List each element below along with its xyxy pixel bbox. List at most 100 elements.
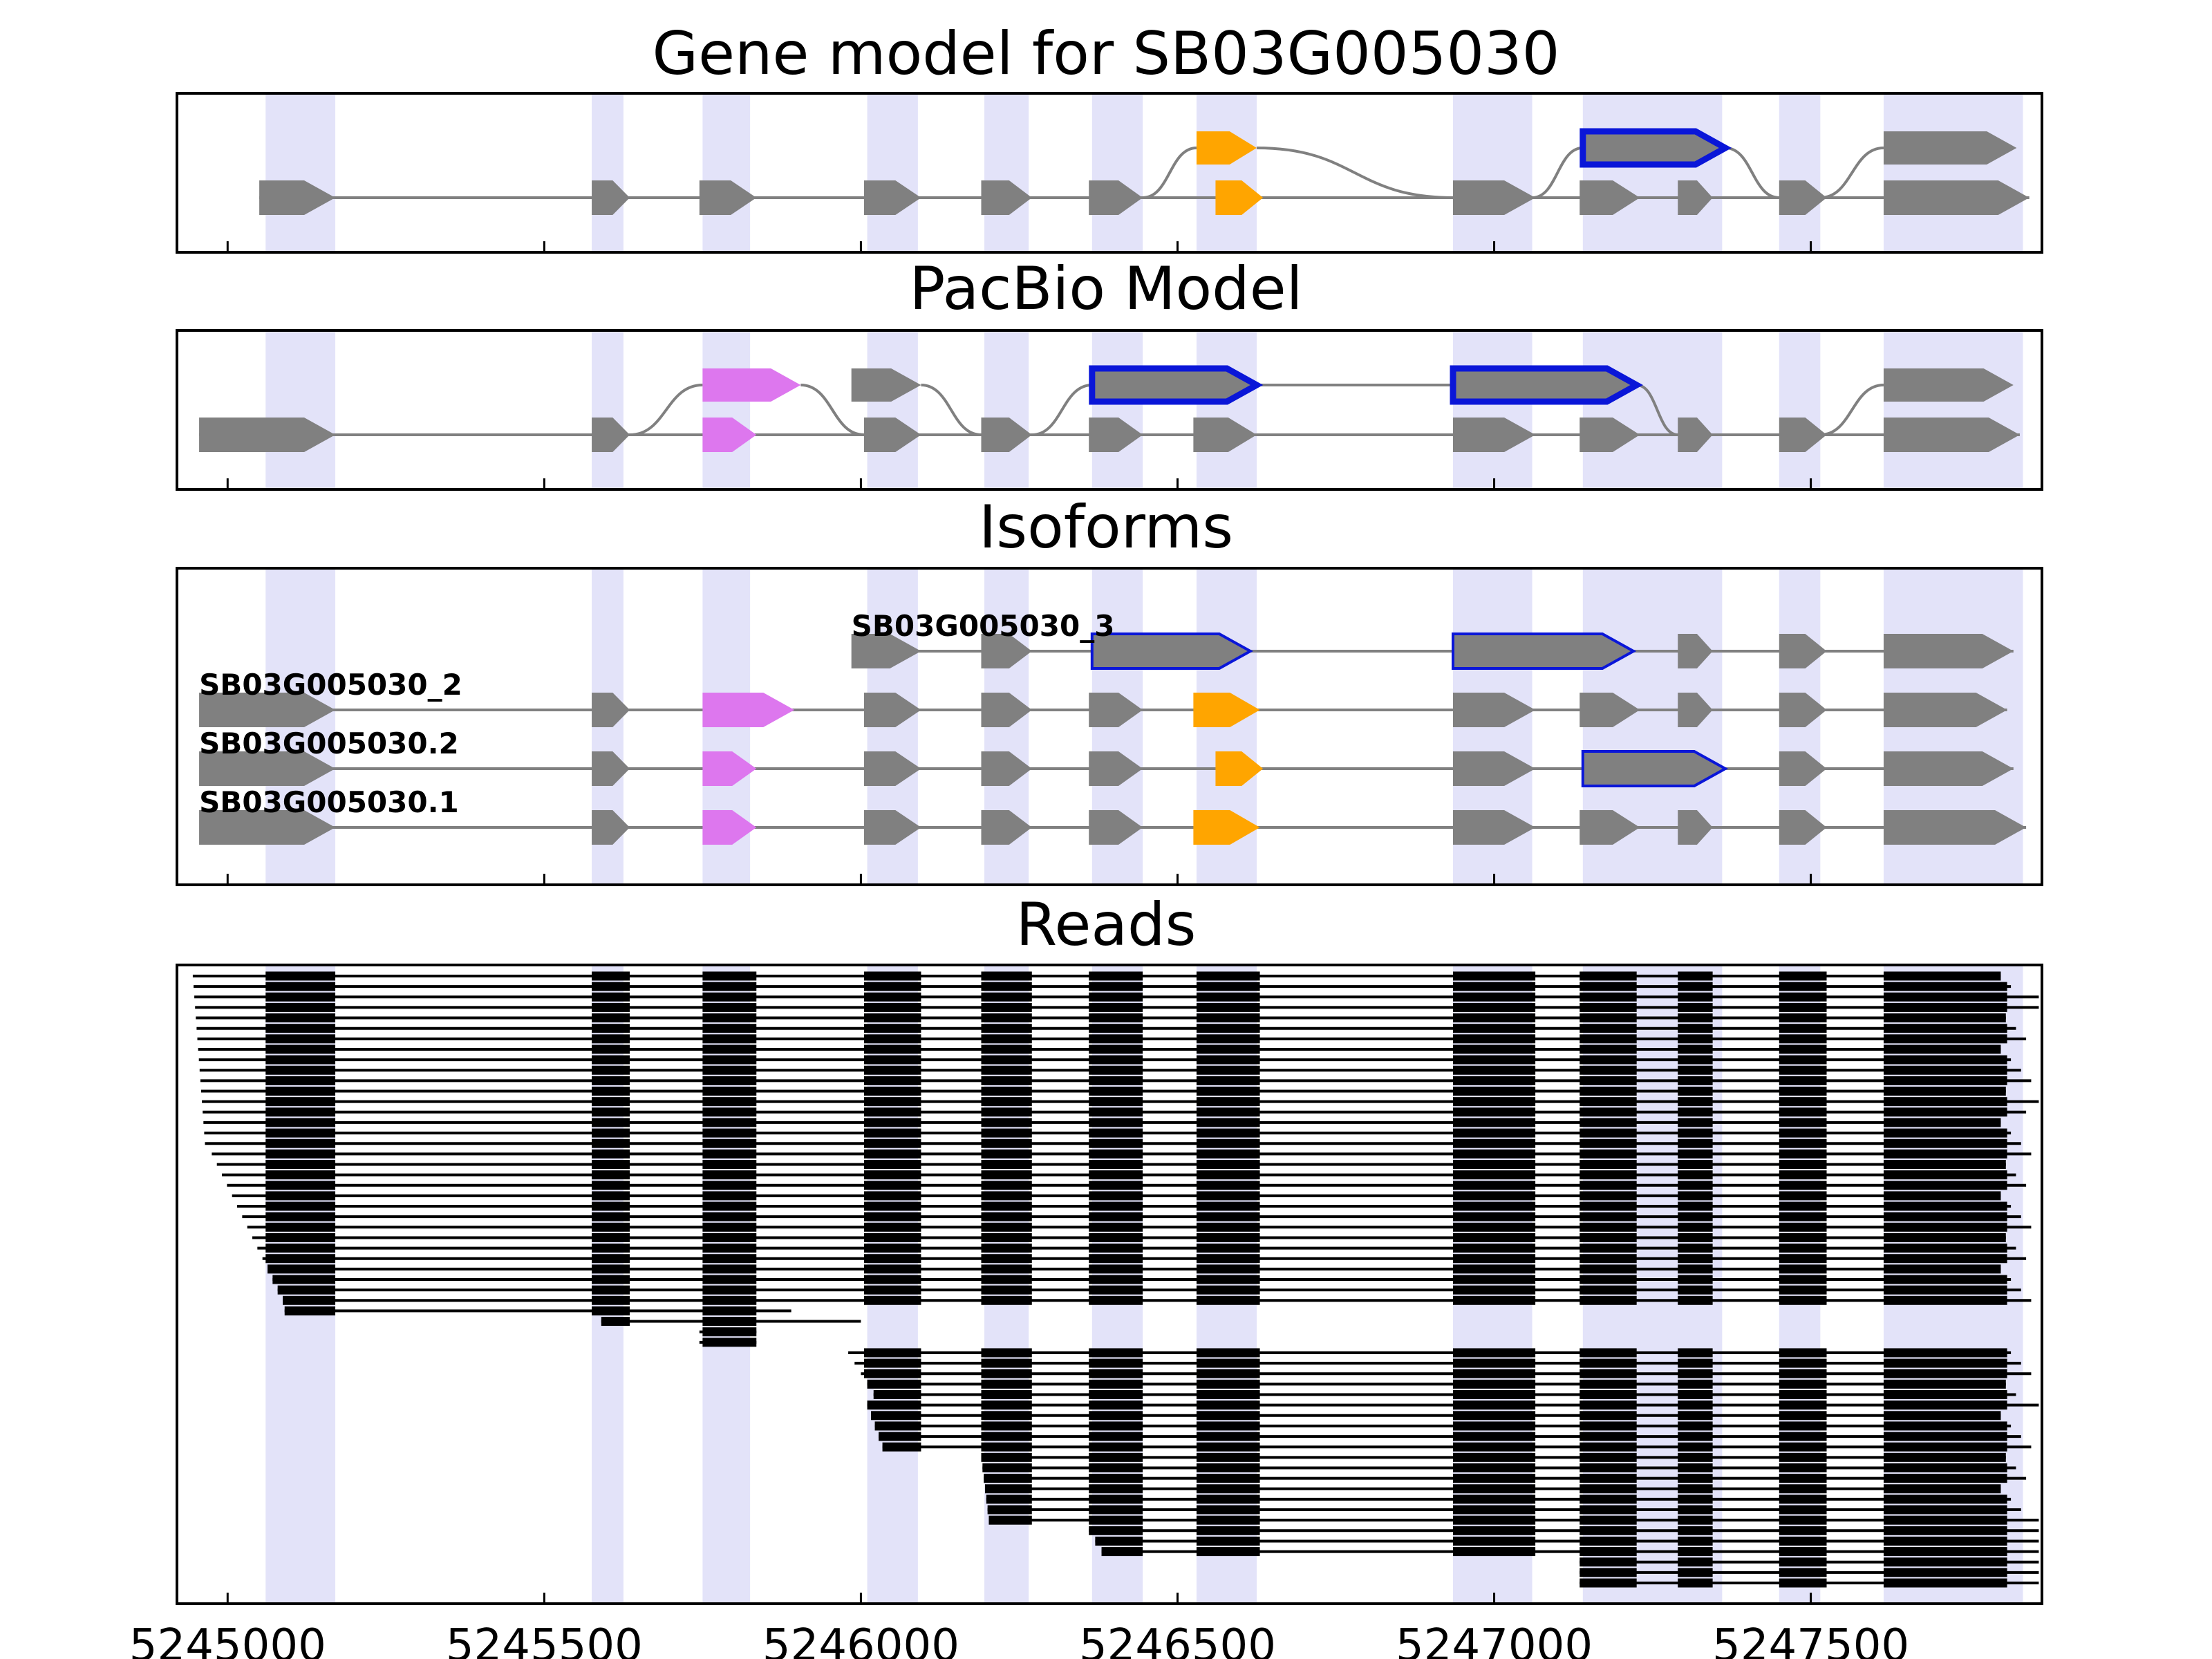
read-block	[1196, 1044, 1260, 1054]
read-block	[1196, 1379, 1260, 1389]
iso-exon	[702, 810, 757, 845]
pacbio-branch-exon	[1450, 365, 1643, 405]
read-block	[1580, 1201, 1637, 1211]
read-block	[1883, 1400, 2007, 1410]
read-block	[1453, 971, 1536, 981]
read-block	[1089, 1494, 1143, 1504]
read-block	[1779, 1264, 1827, 1274]
read-block	[1453, 1002, 1536, 1012]
read-block	[1678, 1358, 1713, 1368]
read-block	[1196, 1526, 1260, 1535]
pacbio-branch-curve	[800, 384, 865, 436]
read-block	[1453, 1474, 1536, 1483]
read-block	[1580, 1244, 1637, 1253]
read-block	[1101, 1547, 1143, 1557]
read-block	[1196, 1254, 1260, 1264]
iso-exon	[1452, 632, 1637, 670]
read-block	[864, 1348, 921, 1358]
gene-highlight-band	[1883, 93, 2023, 252]
gene-model-title: Gene model for SB03G005030	[653, 19, 1560, 88]
gene-branch-exon	[1196, 131, 1257, 165]
read-block	[702, 1264, 757, 1274]
read-block	[1678, 1484, 1713, 1494]
read-block	[1196, 1201, 1260, 1211]
read-block	[592, 1076, 630, 1085]
read-block	[1089, 982, 1143, 991]
pacbio-branch-exon	[1883, 368, 2014, 402]
read-block	[1678, 1044, 1713, 1054]
read-block	[1196, 1002, 1260, 1012]
read-block	[702, 1159, 757, 1169]
iso-axes-frame	[176, 567, 2043, 886]
read-block	[1089, 1526, 1143, 1535]
read-block	[1089, 1222, 1143, 1232]
read-block	[982, 1463, 1032, 1472]
read-block	[1779, 1474, 1827, 1483]
read-block	[1196, 1149, 1260, 1159]
read-block	[1196, 1494, 1260, 1504]
read-block	[1089, 1065, 1143, 1075]
read-block	[1580, 1400, 1637, 1410]
read-block	[1580, 1024, 1637, 1033]
read-block	[1678, 1128, 1713, 1138]
read-block	[1453, 1390, 1536, 1400]
read-block	[1883, 1411, 2001, 1421]
gene-exon	[1678, 180, 1713, 215]
pacbio-branch-curve	[1820, 384, 1884, 436]
read-block	[981, 1421, 1032, 1431]
gene-highlight-band	[1196, 93, 1257, 252]
reads-axes-frame	[176, 964, 2043, 1605]
read-block	[1779, 1055, 1827, 1065]
read-block	[1883, 1557, 2007, 1567]
gene-axes-frame	[176, 92, 2043, 254]
read-block	[1678, 1432, 1713, 1441]
gene-highlight-band	[1582, 93, 1723, 252]
gene-branch-curve	[1725, 147, 1779, 199]
read-block	[1453, 1034, 1536, 1044]
read-block	[702, 1244, 757, 1253]
iso-exon	[702, 751, 757, 786]
read-block	[1883, 1295, 2007, 1305]
read-block	[864, 1170, 921, 1180]
iso-exon	[702, 693, 795, 727]
read-block	[1883, 1087, 2006, 1096]
read-block	[702, 1087, 757, 1096]
read-block	[702, 1222, 757, 1232]
read-block	[1779, 1400, 1827, 1410]
pacbio-exon	[592, 418, 630, 452]
read-block	[1580, 1107, 1637, 1117]
read-block	[1089, 1275, 1143, 1284]
read-block	[1779, 1432, 1827, 1441]
read-block	[1678, 1505, 1713, 1515]
read-block	[1580, 1170, 1637, 1180]
read-block	[1196, 1076, 1260, 1085]
read-block	[1883, 1442, 2007, 1452]
read-block	[1883, 1065, 2007, 1075]
read-block	[592, 1002, 630, 1012]
read-block	[1678, 1568, 1713, 1577]
read-block	[1779, 1526, 1827, 1535]
iso-exon	[592, 751, 630, 786]
read-block	[1779, 1097, 1827, 1107]
read-block	[981, 1432, 1032, 1441]
read-block	[1883, 992, 2007, 1002]
iso-exon	[199, 810, 336, 845]
read-block	[981, 1400, 1032, 1410]
read-block	[265, 1212, 336, 1221]
read-block	[1883, 1118, 2001, 1127]
read-block	[1779, 1390, 1827, 1400]
read-block	[1196, 1390, 1260, 1400]
read-block	[1883, 1578, 2007, 1588]
gene-branch-exon	[1883, 131, 2017, 165]
read-block	[864, 1369, 921, 1378]
iso-exon	[199, 693, 336, 727]
read-block	[265, 1065, 336, 1075]
read-block	[702, 1327, 757, 1337]
iso-exon	[1779, 693, 1827, 727]
read-block	[1089, 1181, 1143, 1190]
read-block	[1196, 1474, 1260, 1483]
read-block	[981, 1201, 1032, 1211]
read-block	[1580, 1526, 1637, 1535]
pacbio-exon	[864, 418, 921, 452]
read-block	[1580, 1087, 1637, 1096]
